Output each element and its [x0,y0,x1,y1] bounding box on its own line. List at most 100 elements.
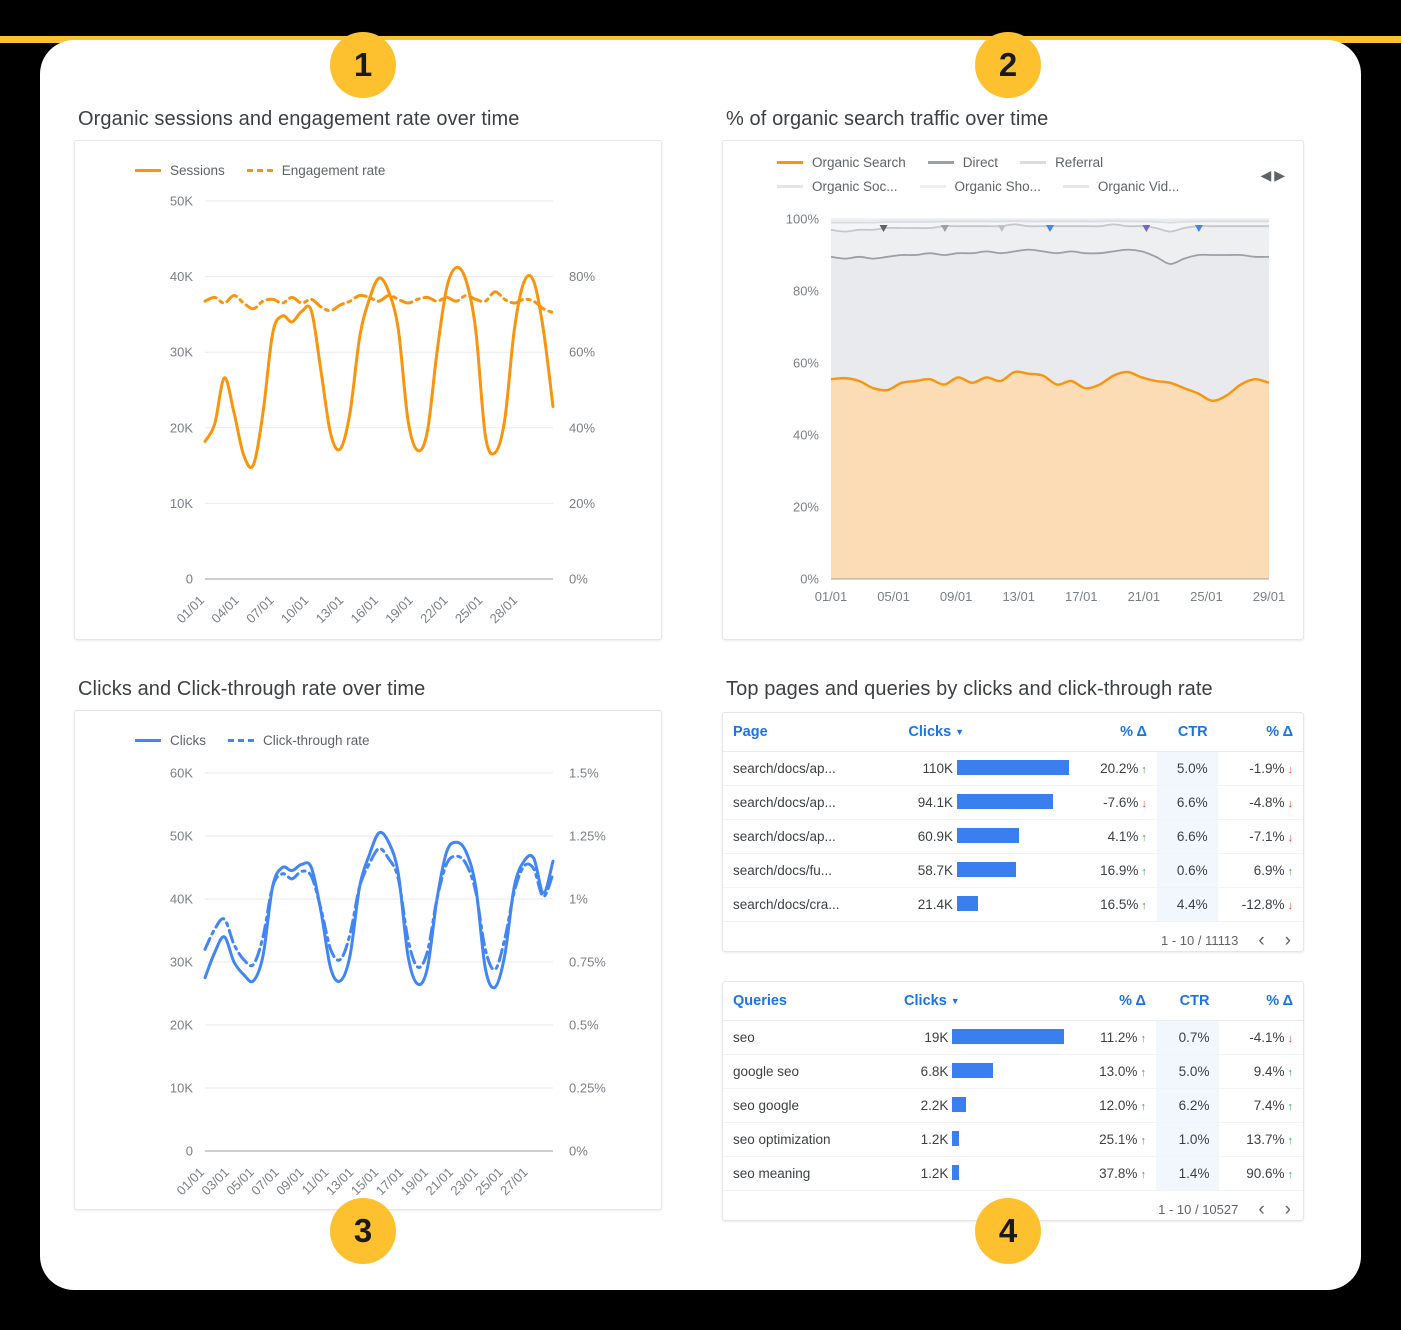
clicks-bar [956,793,1054,809]
chevron-left-icon[interactable]: ‹ [1258,930,1265,951]
legend-label-engagement-rate: Engagement rate [281,163,386,178]
svg-text:1%: 1% [569,892,588,907]
cell-page: search/docs/ap... [723,785,875,820]
svg-text:25/01: 25/01 [472,1165,506,1199]
triangle-left-icon[interactable]: ◀ [1260,167,1272,183]
svg-text:09/01: 09/01 [940,589,973,604]
column-header-ctr[interactable]: CTR [1156,713,1218,752]
chevron-left-icon[interactable]: ‹ [1258,1199,1265,1220]
table-row[interactable]: seo 19K 11.2% ↑ 0.7% -4.1% ↓ [723,1020,1303,1055]
column-header-page[interactable]: Page [723,713,875,752]
clicks-bar [952,1164,960,1180]
table-row[interactable]: seo google 2.2K 12.0% ↑ 6.2% 7.4% ↑ [723,1088,1303,1123]
svg-text:23/01: 23/01 [447,1165,481,1199]
chevron-right-icon[interactable]: › [1284,1199,1291,1220]
legend-item-referral[interactable]: Referral [1020,155,1103,170]
table-row[interactable]: search/docs/ap... 94.1K -7.6% ↓ 6.6% -4.8% ↓ [723,785,1303,820]
svg-text:0%: 0% [569,1144,588,1159]
table-row[interactable]: search/docs/cra... 21.4K 16.5% ↑ 4.4% -12.8% ↓ [723,887,1303,922]
legend-swatch-organic-social [777,185,803,188]
traffic-plot: 0% 20% 40% 60% 80% 100% 01/01 05/01 09/01 13/01 17… [786,212,1286,605]
traffic-chart-card[interactable]: Organic Search Direct Referral Organic S… [722,140,1304,640]
clicks-chart-title: Clicks and Click-through rate over time [78,678,426,700]
column-header-delta-ctr[interactable]: % Δ [1219,982,1303,1021]
svg-text:40K: 40K [170,892,193,907]
cell-delta-clicks: -7.6% ↓ [1076,785,1157,820]
chevron-right-icon[interactable]: › [1284,930,1291,951]
cell-delta-ctr: -4.8% ↓ [1217,785,1303,820]
svg-text:16/01: 16/01 [348,593,382,627]
svg-text:0: 0 [186,572,193,587]
top-queries-table-card[interactable]: Queries Clicks ▼ % Δ CTR % Δ seo 19K 11.2% ↑… [722,981,1304,1221]
svg-text:1.5%: 1.5% [569,766,599,781]
svg-text:01/01: 01/01 [174,1165,208,1199]
legend-label-direct: Direct [962,155,999,170]
top-queries-table: Queries Clicks ▼ % Δ CTR % Δ seo 19K 11.2% ↑… [723,982,1303,1191]
cell-ctr: 5.0% [1155,1054,1220,1089]
table-row[interactable]: search/docs/ap... 110K 20.2% ↑ 5.0% -1.9% ↓ [723,751,1303,786]
cell-page: search/docs/ap... [723,819,875,854]
legend-pager[interactable]: ◀ ▶ [1260,167,1285,184]
legend-item-organic-video[interactable]: Organic Vid... [1062,179,1179,194]
legend-item-click-through-rate[interactable]: Click-through rate [228,733,370,748]
svg-text:0%: 0% [569,572,588,587]
svg-text:30K: 30K [170,955,193,970]
column-header-ctr[interactable]: CTR [1155,982,1220,1021]
table-row[interactable]: search/docs/ap... 60.9K 4.1% ↑ 6.6% -7.1% ↓ [723,819,1303,854]
clicks-bar [956,827,1019,843]
cell-ctr: 1.0% [1155,1122,1220,1157]
cell-delta-ctr: -1.9% ↓ [1217,751,1303,786]
cell-clicks: 58.7K [874,853,1077,888]
legend-label-organic-shopping: Organic Sho... [954,179,1041,194]
clicks-chart-card[interactable]: Clicks Click-through rate 0 10K 20K 30K 40K 5… [74,710,662,1210]
svg-text:07/01: 07/01 [243,593,277,627]
clicks-bar [952,1096,966,1112]
sessions-chart-card[interactable]: Sessions Engagement rate 0 10K 20K 30K 40K 50… [74,140,662,640]
cell-clicks: 1.2K [870,1156,1073,1191]
column-header-clicks[interactable]: Clicks ▼ [874,713,1077,752]
table-header-row: Page Clicks ▼ % Δ CTR % Δ [723,713,1303,752]
tables-title: Top pages and queries by clicks and clic… [726,678,1213,700]
table-row[interactable]: seo meaning 1.2K 37.8% ↑ 1.4% 90.6% ↑ [723,1156,1303,1191]
svg-text:13/01: 13/01 [1002,589,1035,604]
cell-ctr: 1.4% [1155,1156,1220,1191]
svg-text:03/01: 03/01 [198,1165,232,1199]
column-header-delta-clicks[interactable]: % Δ [1076,713,1157,752]
top-pages-table-body: search/docs/ap... 110K 20.2% ↑ 5.0% -1.9% ↓ sea… [723,751,1303,922]
table-row[interactable]: search/docs/fu... 58.7K 16.9% ↑ 0.6% 6.9% ↑ [723,853,1303,888]
cell-delta-ctr: 6.9% ↑ [1217,853,1303,888]
cell-delta-ctr: 9.4% ↑ [1219,1054,1303,1089]
triangle-right-icon[interactable]: ▶ [1274,167,1285,183]
legend-item-organic-search[interactable]: Organic Search [777,155,906,170]
column-header-delta-ctr[interactable]: % Δ [1217,713,1303,752]
top-pages-table: Page Clicks ▼ % Δ CTR % Δ search/docs/ap.… [723,713,1303,922]
cell-ctr: 5.0% [1156,751,1218,786]
svg-text:19/01: 19/01 [382,593,416,627]
cell-page: search/docs/ap... [723,751,875,786]
svg-text:10/01: 10/01 [278,593,312,627]
svg-text:05/01: 05/01 [223,1165,257,1199]
table-row[interactable]: seo optimization 1.2K 25.1% ↑ 1.0% 13.7% ↑ [723,1122,1303,1157]
legend-item-clicks[interactable]: Clicks [135,733,206,748]
clicks-bar [952,1062,993,1078]
table-header-row: Queries Clicks ▼ % Δ CTR % Δ [723,982,1303,1021]
legend-item-sessions[interactable]: Sessions [135,163,225,178]
clicks-plot: 0 10K 20K 30K 40K 50K 60K 0% 0.25% 0.5% 0.75% 1% 1.2… [170,766,606,1199]
legend-label-sessions: Sessions [170,163,225,178]
table-row[interactable]: google seo 6.8K 13.0% ↑ 5.0% 9.4% ↑ [723,1054,1303,1089]
column-header-queries[interactable]: Queries [723,982,871,1021]
callout-badge-1: 1 [330,32,396,98]
legend-label-organic-social: Organic Soc... [812,179,898,194]
svg-text:0.5%: 0.5% [569,1018,599,1033]
top-pages-table-card[interactable]: Page Clicks ▼ % Δ CTR % Δ search/docs/ap.… [722,712,1304,952]
column-header-delta-clicks[interactable]: % Δ [1072,982,1156,1021]
legend-item-organic-social[interactable]: Organic Soc... [777,179,898,194]
column-header-clicks[interactable]: Clicks ▼ [870,982,1073,1021]
legend-item-engagement-rate[interactable]: Engagement rate [246,163,386,178]
svg-text:20%: 20% [793,500,819,515]
legend-item-organic-shopping[interactable]: Organic Sho... [919,179,1041,194]
sort-descending-caret-icon: ▼ [950,996,960,1007]
svg-text:01/01: 01/01 [174,593,208,627]
legend-item-direct[interactable]: Direct [927,155,999,170]
cell-delta-clicks: 25.1% ↑ [1072,1122,1156,1157]
